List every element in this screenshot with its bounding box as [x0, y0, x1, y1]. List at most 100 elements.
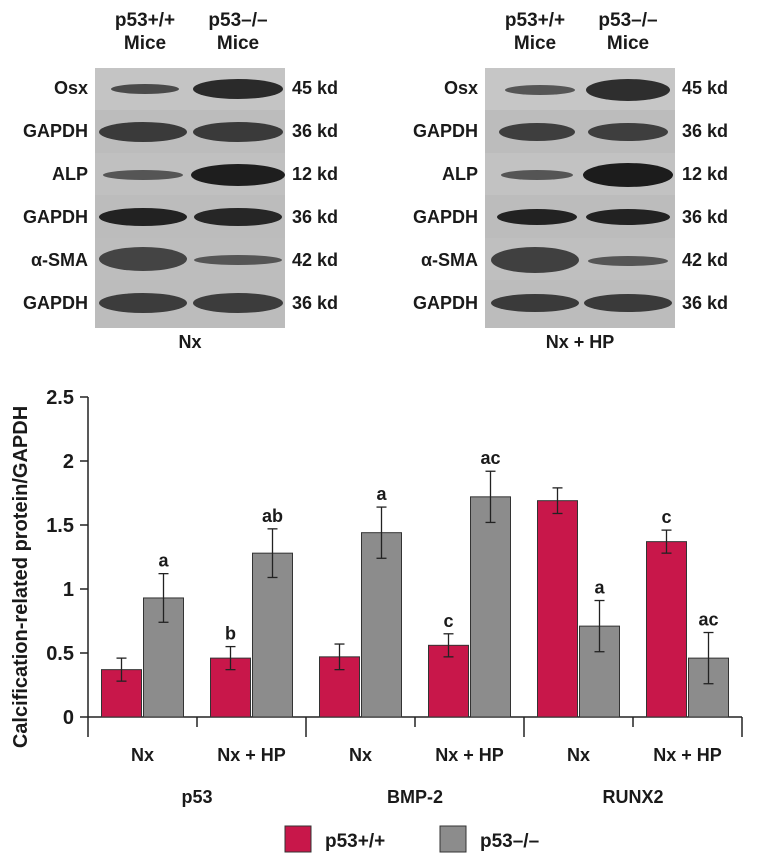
header-line: p53–/–: [208, 10, 268, 31]
blot-right-image: [485, 68, 675, 328]
blot-row-size: 45 kd: [292, 78, 339, 98]
y-tick-label: 2.5: [46, 387, 74, 409]
significance-label: b: [225, 624, 236, 644]
x-tick-label: Nx + HP: [435, 745, 504, 765]
blot-row-protein: GAPDH: [22, 207, 88, 227]
band: [588, 123, 668, 141]
band: [193, 293, 283, 313]
band: [586, 209, 670, 225]
y-axis-label: Calcification-related protein/GAPDH: [10, 406, 32, 748]
blot-row-protein: α-SMA: [30, 250, 88, 270]
blot-right-header-col1: p53+/+ Mice: [490, 9, 580, 55]
band: [491, 294, 579, 312]
band: [583, 163, 673, 187]
band: [99, 208, 187, 226]
legend-label: p53+/+: [325, 831, 385, 852]
blot-right-bands: [485, 68, 675, 312]
blot-row-protein: Osx: [53, 78, 88, 98]
band: [501, 170, 573, 180]
bar-p53-ko: [470, 496, 511, 718]
blot-left-header-col1: p53+/+ Mice: [100, 9, 190, 55]
x-tick-label: Nx + HP: [653, 745, 722, 765]
blot-right-header-col2: p53–/– Mice: [578, 9, 678, 55]
blot-row-size: 42 kd: [292, 250, 339, 270]
significance-label: a: [158, 551, 169, 571]
blot-row-size: 36 kd: [292, 207, 339, 227]
band: [111, 84, 179, 94]
significance-label: ac: [698, 610, 718, 630]
blot-row-size: 36 kd: [292, 293, 339, 313]
bar-p53-wt: [646, 541, 687, 718]
blot-left-bands: [95, 68, 285, 313]
band: [505, 85, 575, 95]
bar-p53-wt: [537, 500, 578, 718]
x-tick-label: Nx: [567, 745, 590, 765]
header-line: Mice: [513, 33, 557, 54]
x-tick-label: Nx + HP: [217, 745, 286, 765]
band: [491, 247, 579, 273]
blot-row-protein: ALP: [52, 164, 88, 184]
legend-swatch: [284, 825, 312, 853]
band: [99, 247, 187, 271]
blot-row-size: 42 kd: [682, 250, 729, 270]
blot-row-protein: GAPDH: [22, 293, 88, 313]
group-label: BMP-2: [387, 787, 443, 807]
significance-label: c: [661, 507, 671, 527]
bar-p53-ko: [688, 657, 729, 718]
blot-right-caption: Nx + HP: [545, 332, 615, 352]
y-tick-label: 1.5: [46, 515, 74, 537]
band: [588, 256, 668, 266]
blot-row-protein: GAPDH: [412, 207, 478, 227]
group-label: RUNX2: [602, 787, 663, 807]
band: [191, 164, 285, 186]
bar-chart: 0 0.5 1 1.5 2 2.5 Calcification-related protei…: [10, 387, 743, 853]
blot-left-header-col2: p53–/– Mice: [188, 9, 288, 55]
band: [584, 294, 672, 312]
header-line: Mice: [216, 33, 260, 54]
legend-label: p53–/–: [480, 831, 539, 852]
blot-row-size: 45 kd: [682, 78, 729, 98]
band: [193, 79, 283, 99]
header-line: p53+/+: [114, 10, 176, 31]
significance-label: c: [443, 611, 453, 631]
band: [194, 208, 282, 226]
group-label: p53: [181, 787, 212, 807]
y-tick-label: 2: [63, 451, 74, 473]
band: [194, 255, 282, 265]
significance-label: a: [376, 484, 387, 504]
significance-label: a: [594, 578, 605, 598]
blot-row-size: 12 kd: [682, 164, 729, 184]
y-tick-label: 0: [63, 707, 74, 729]
band: [193, 122, 283, 142]
band: [586, 79, 670, 101]
significance-label: ac: [480, 448, 500, 468]
blot-row-size: 36 kd: [682, 293, 729, 313]
blot-left-image: [95, 68, 285, 328]
blot-row-size: 36 kd: [682, 207, 729, 227]
blot-row-protein: α-SMA: [420, 250, 478, 270]
blot-row-protein: GAPDH: [412, 293, 478, 313]
blot-row-protein: GAPDH: [412, 121, 478, 141]
band: [103, 170, 183, 180]
header-line: Mice: [123, 33, 167, 54]
bar-p53-ko: [361, 532, 402, 718]
blot-row-size: 36 kd: [682, 121, 729, 141]
x-tick-label: Nx: [131, 745, 154, 765]
y-tick-label: 0.5: [46, 643, 74, 665]
x-tick-label: Nx: [349, 745, 372, 765]
significance-label: ab: [262, 506, 283, 526]
bar-p53-wt: [319, 656, 360, 718]
band: [99, 293, 187, 313]
blot-left-caption: Nx: [178, 332, 202, 352]
band: [497, 209, 577, 225]
blot-row-protein: ALP: [442, 164, 478, 184]
blot-row-size: 12 kd: [292, 164, 339, 184]
legend-swatch: [439, 825, 467, 853]
blot-row-protein: Osx: [443, 78, 478, 98]
blot-row-size: 36 kd: [292, 121, 339, 141]
blot-row-protein: GAPDH: [22, 121, 88, 141]
band: [99, 122, 187, 142]
y-tick-label: 1: [63, 579, 74, 601]
header-line: p53+/+: [504, 10, 566, 31]
band: [499, 123, 575, 141]
